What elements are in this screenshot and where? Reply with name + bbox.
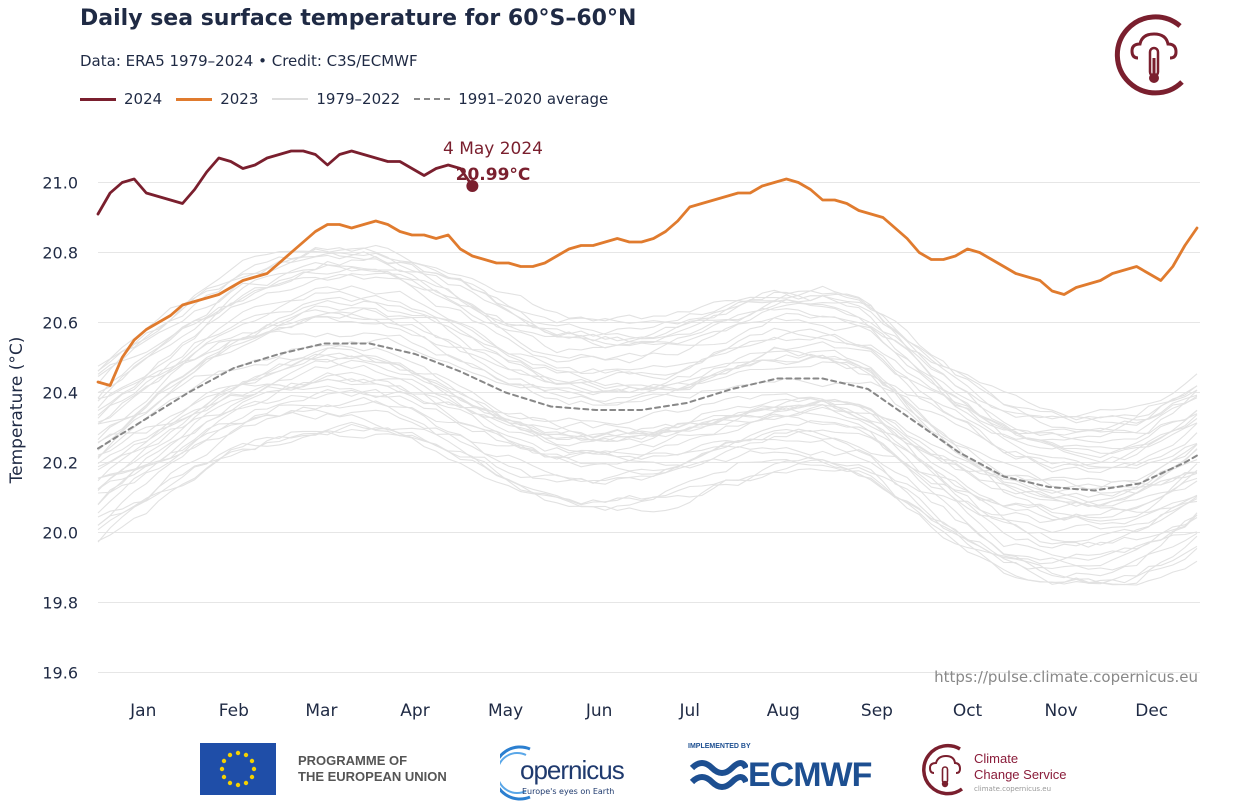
y-tick-label: 19.8 <box>42 594 78 613</box>
x-tick-label: Jun <box>585 701 613 721</box>
historical-line <box>97 423 1198 585</box>
historical-line <box>97 430 1198 586</box>
historical-line <box>97 248 1198 420</box>
historical-line <box>97 262 1198 424</box>
c3s-logo-icon <box>922 743 964 796</box>
average-line <box>97 342 1198 492</box>
c3s-wordmark: Climate Change Service <box>974 751 1067 782</box>
eu-programme-text: PROGRAMME OF THE EUROPEAN UNION <box>298 753 447 784</box>
legend-item-2024: 2024 <box>80 90 162 108</box>
page-title: Daily sea surface temperature for 60°S–6… <box>80 6 637 31</box>
x-tick-label: May <box>488 701 523 721</box>
subtitle: Data: ERA5 1979–2024 • Credit: C3S/ECMWF <box>80 52 418 70</box>
y-tick-label: 19.6 <box>42 664 78 683</box>
historical-line <box>97 372 1198 567</box>
legend-item-average: 1991–2020 average <box>414 90 608 108</box>
chart-svg: 19.6 19.8 20.0 20.2 20.4 20.6 20.8 21.0 Jan Feb M… <box>7 139 1200 721</box>
legend: 2024 2023 1979–2022 1991–2020 average <box>80 88 622 110</box>
copernicus-wordmark: opernicus <box>520 755 625 785</box>
x-tick-label: Apr <box>400 701 429 721</box>
ecmwf-implemented-by: IMPLEMENTED BY <box>688 743 751 750</box>
historical-line <box>97 355 1198 579</box>
historical-line <box>97 300 1198 499</box>
y-tick-label: 20.4 <box>42 384 78 403</box>
historical-line <box>97 353 1198 543</box>
x-tick-label: Sep <box>861 701 893 721</box>
historical-line <box>97 313 1198 522</box>
y-tick-labels: 19.6 19.8 20.0 20.2 20.4 20.6 20.8 21.0 <box>42 174 78 683</box>
series-lines <box>96 149 1199 492</box>
historical-line <box>97 330 1198 454</box>
historical-line <box>97 357 1198 521</box>
eu-flag-icon <box>200 743 276 795</box>
ecmwf-logo: ECMWF <box>688 753 872 797</box>
x-tick-label: Aug <box>767 701 800 721</box>
historical-line <box>97 383 1198 490</box>
legend-label: 2024 <box>124 90 163 108</box>
historical-line <box>97 294 1198 467</box>
legend-label: 1979–2022 <box>316 90 401 108</box>
historical-line <box>97 337 1198 470</box>
y-axis-label: Temperature (°C) <box>7 337 27 485</box>
historical-line <box>97 421 1198 565</box>
historical-line <box>97 388 1198 517</box>
y-tick-label: 20.8 <box>42 244 78 263</box>
x-tick-labels: Jan Feb Mar Apr May Jun Jul Aug Sep Oct Nov Dec <box>129 701 1168 721</box>
legend-swatch-historical <box>272 98 309 100</box>
legend-item-2023: 2023 <box>176 90 258 108</box>
x-tick-label: Feb <box>219 701 249 721</box>
copernicus-tagline: Europe's eyes on Earth <box>522 787 615 796</box>
x-tick-label: Nov <box>1045 701 1078 721</box>
y-tick-label: 20.0 <box>42 524 78 543</box>
historical-line <box>97 252 1198 464</box>
annotation-date: 4 May 2024 <box>443 139 543 159</box>
historical-line <box>97 272 1198 421</box>
x-tick-label: Oct <box>953 701 983 721</box>
ecmwf-waves-icon <box>689 760 748 790</box>
y-tick-label: 20.2 <box>42 454 78 473</box>
x-tick-label: Jan <box>129 701 156 721</box>
historical-line <box>97 266 1198 436</box>
historical-line <box>97 264 1198 468</box>
series-line-2024 <box>96 149 474 216</box>
grid-lines <box>98 182 1200 673</box>
legend-swatch-average <box>414 98 451 100</box>
ecmwf-wordmark: ECMWF <box>748 755 872 794</box>
historical-line <box>97 290 1198 503</box>
legend-label: 2023 <box>220 90 259 108</box>
y-tick-label: 21.0 <box>42 174 78 193</box>
x-tick-label: Dec <box>1135 701 1168 721</box>
historical-line <box>97 285 1198 474</box>
historical-line <box>97 273 1198 459</box>
legend-swatch-2023 <box>176 97 213 101</box>
historical-line <box>97 396 1198 585</box>
footer-logos: PROGRAMME OF THE EUROPEAN UNION opernicu… <box>0 735 1239 807</box>
copernicus-logo-icon <box>500 745 531 801</box>
x-tick-label: Mar <box>305 701 337 721</box>
historical-lines <box>97 244 1198 586</box>
legend-label: 1991–2020 average <box>458 90 609 108</box>
historical-line <box>97 247 1198 444</box>
c3s-url: climate.copernicus.eu <box>974 785 1052 793</box>
latest-point-marker <box>466 180 479 192</box>
y-tick-label: 20.6 <box>42 314 78 333</box>
historical-line <box>97 389 1198 586</box>
historical-line <box>97 255 1198 441</box>
historical-line <box>97 244 1198 433</box>
legend-item-historical: 1979–2022 <box>272 90 400 108</box>
c3s-thermometer-icon <box>1114 14 1184 96</box>
series-line-2023 <box>96 177 1199 387</box>
annotation-value: 20.99°C <box>456 165 531 185</box>
x-tick-label: Jul <box>679 701 701 721</box>
source-url[interactable]: https://pulse.climate.copernicus.eu <box>934 668 1198 686</box>
historical-line <box>97 308 1198 450</box>
historical-line <box>97 400 1198 512</box>
legend-swatch-2024 <box>80 97 116 101</box>
